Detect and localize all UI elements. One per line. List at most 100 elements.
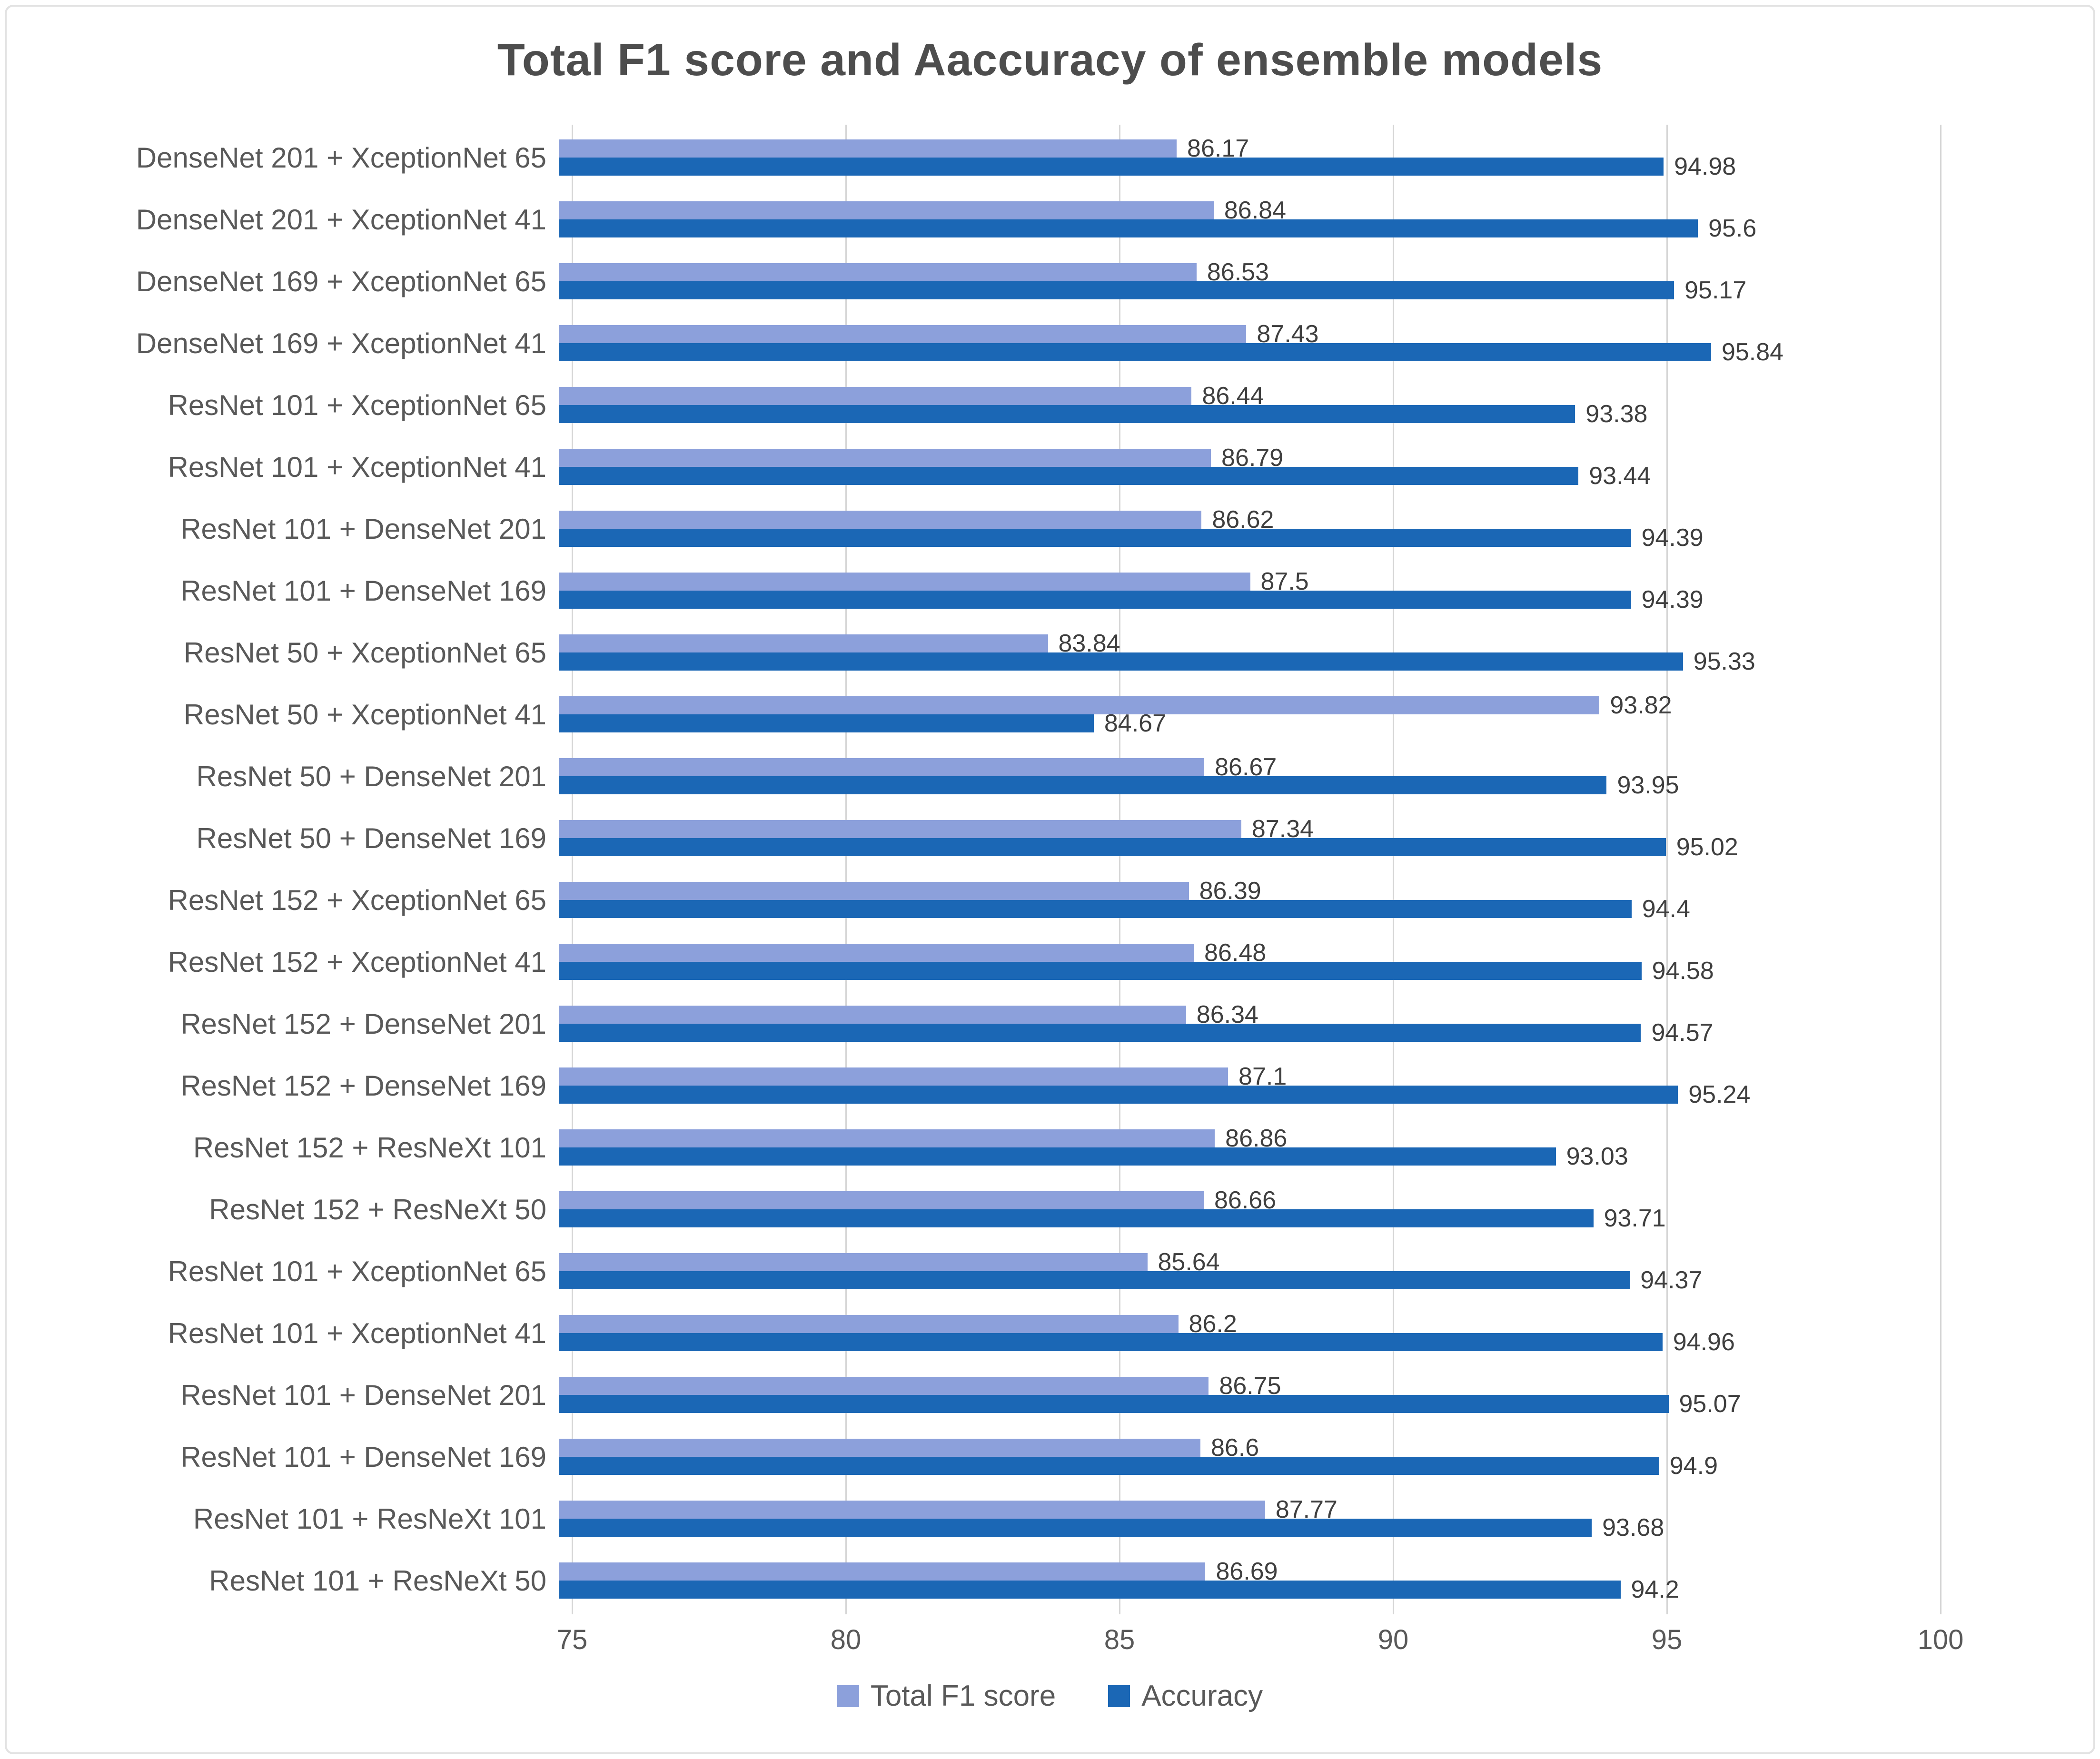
bar-pair: 86.75 95.07 (559, 1364, 1941, 1426)
accuracy-value-label: 93.68 (1602, 1514, 1664, 1542)
category-label: ResNet 50 + DenseNet 169 (196, 822, 546, 854)
category-label: ResNet 101 + XceptionNet 65 (168, 389, 547, 421)
accuracy-bar[interactable]: 93.03 (559, 1143, 1628, 1170)
total-f1-score-bar[interactable]: 86.53 (559, 258, 1269, 286)
accuracy-bar[interactable]: 94.2 (559, 1576, 1679, 1603)
accuracy-bar[interactable]: 93.38 (559, 400, 1647, 428)
total-f1-score-bar[interactable]: 87.1 (559, 1063, 1287, 1090)
legend-item-accuracy[interactable]: Accuracy (1108, 1679, 1263, 1713)
total-f1-score-bar[interactable]: 86.62 (559, 506, 1274, 534)
category-label: ResNet 101 + ResNeXt 50 (209, 1564, 546, 1597)
accuracy-bar[interactable]: 95.6 (559, 215, 1756, 242)
category-label: DenseNet 201 + XceptionNet 41 (136, 203, 546, 236)
accuracy-value-label: 94.2 (1631, 1576, 1679, 1603)
chart-row: ResNet 101 + DenseNet 169 86.6 94.9 (0, 1426, 1941, 1488)
total-f1-score-bar[interactable]: 86.86 (559, 1125, 1287, 1152)
gridline (1940, 125, 1942, 1614)
category-label: ResNet 152 + ResNeXt 101 (193, 1131, 546, 1164)
total-f1-score-bar[interactable]: 86.69 (559, 1558, 1278, 1585)
accuracy-value-label: 94.96 (1673, 1328, 1735, 1356)
total-f1-score-bar[interactable]: 87.34 (559, 815, 1314, 843)
bar-pair: 86.53 95.17 (559, 250, 1941, 312)
bar-pair: 86.48 94.58 (559, 931, 1941, 993)
chart-row: DenseNet 169 + XceptionNet 41 87.43 95.8… (0, 312, 1941, 374)
accuracy-bar[interactable]: 95.33 (559, 648, 1755, 675)
bar-pair: 87.5 94.39 (559, 560, 1941, 622)
total-f1-score-bar[interactable]: 86.75 (559, 1372, 1281, 1400)
bar-pair: 87.1 95.24 (559, 1055, 1941, 1117)
x-tick-label: 90 (1377, 1624, 1409, 1655)
total-f1-score-bar[interactable]: 93.82 (559, 692, 1672, 719)
gridline (845, 125, 847, 1614)
accuracy-bar[interactable]: 94.57 (559, 1019, 1714, 1047)
x-tick-label: 75 (556, 1624, 588, 1655)
bar-pair: 86.62 94.39 (559, 498, 1941, 560)
gridline (1119, 125, 1120, 1614)
x-tick-label: 95 (1651, 1624, 1683, 1655)
accuracy-bar[interactable]: 94.96 (559, 1328, 1735, 1356)
accuracy-bar[interactable]: 93.71 (559, 1205, 1666, 1232)
category-label: ResNet 101 + DenseNet 201 (180, 1379, 546, 1411)
accuracy-bar[interactable]: 95.17 (559, 277, 1746, 304)
accuracy-bar[interactable]: 94.4 (559, 895, 1690, 923)
f1-value-label: 93.82 (1610, 692, 1672, 719)
total-f1-score-bar[interactable]: 87.77 (559, 1496, 1337, 1523)
total-f1-score-bar[interactable]: 86.2 (559, 1310, 1237, 1338)
chart-title: Total F1 score and Aaccuracy of ensemble… (497, 35, 1603, 85)
total-f1-score-bar[interactable]: 87.43 (559, 320, 1319, 348)
gridline (1666, 125, 1668, 1614)
accuracy-bar[interactable]: 93.44 (559, 462, 1651, 490)
category-label: ResNet 152 + DenseNet 201 (180, 1008, 546, 1040)
accuracy-bar[interactable]: 95.24 (559, 1081, 1750, 1108)
gridline (572, 125, 573, 1614)
total-f1-score-bar[interactable]: 85.64 (559, 1248, 1220, 1276)
category-label: ResNet 101 + XceptionNet 65 (168, 1255, 547, 1287)
category-label: ResNet 50 + XceptionNet 41 (183, 698, 546, 731)
accuracy-value-label: 84.67 (1104, 710, 1167, 737)
bar-pair: 87.77 93.68 (559, 1488, 1941, 1550)
total-f1-score-bar[interactable]: 86.34 (559, 1001, 1258, 1028)
category-label: ResNet 152 + DenseNet 169 (180, 1069, 546, 1102)
bar-pair: 86.79 93.44 (559, 436, 1941, 498)
total-f1-score-bar[interactable]: 86.66 (559, 1186, 1276, 1214)
bar-pair: 86.17 94.98 (559, 127, 1941, 188)
total-f1-score-bar[interactable]: 86.79 (559, 444, 1283, 472)
accuracy-bar[interactable]: 95.84 (559, 338, 1783, 366)
total-f1-score-bar[interactable]: 86.84 (559, 197, 1286, 224)
bar-pair: 86.84 95.6 (559, 188, 1941, 250)
bar-pair: 86.67 93.95 (559, 745, 1941, 807)
total-f1-score-bar[interactable]: 86.6 (559, 1434, 1259, 1462)
legend-item-f1[interactable]: Total F1 score (837, 1679, 1056, 1713)
accuracy-bar[interactable]: 94.39 (559, 586, 1704, 613)
accuracy-bar[interactable]: 94.98 (559, 153, 1736, 180)
total-f1-score-bar[interactable]: 86.39 (559, 877, 1261, 905)
accuracy-bar[interactable]: 93.68 (559, 1514, 1664, 1542)
accuracy-bar[interactable]: 94.39 (559, 524, 1704, 552)
total-f1-score-bar[interactable]: 87.5 (559, 568, 1309, 595)
accuracy-bar[interactable]: 84.67 (559, 710, 1166, 737)
category-label: ResNet 152 + XceptionNet 41 (168, 946, 547, 978)
accuracy-bar[interactable]: 95.02 (559, 833, 1738, 861)
chart-row: ResNet 152 + XceptionNet 65 86.39 94.4 (0, 869, 1941, 931)
bar-pair: 87.34 95.02 (559, 807, 1941, 869)
chart-row: ResNet 50 + DenseNet 201 86.67 93.95 (0, 745, 1941, 807)
category-label: ResNet 101 + XceptionNet 41 (168, 1317, 547, 1349)
accuracy-bar[interactable]: 93.95 (559, 771, 1679, 799)
total-f1-score-bar[interactable]: 86.17 (559, 135, 1249, 162)
bar-pair: 83.84 95.33 (559, 622, 1941, 683)
total-f1-score-bar[interactable]: 86.48 (559, 939, 1266, 967)
accuracy-bar[interactable]: 94.9 (559, 1452, 1718, 1480)
chart-row: ResNet 152 + ResNeXt 50 86.66 93.71 (0, 1178, 1941, 1240)
total-f1-score-bar[interactable]: 86.67 (559, 753, 1277, 781)
legend: Total F1 score Accuracy (0, 1679, 2100, 1713)
category-label: ResNet 101 + DenseNet 169 (180, 1441, 546, 1473)
accuracy-bar[interactable]: 95.07 (559, 1390, 1741, 1418)
total-f1-score-bar[interactable]: 86.44 (559, 382, 1264, 410)
total-f1-score-bar[interactable]: 83.84 (559, 630, 1120, 657)
category-label: DenseNet 201 + XceptionNet 65 (136, 141, 546, 174)
accuracy-bar[interactable]: 94.58 (559, 957, 1714, 985)
chart-row: DenseNet 169 + XceptionNet 65 86.53 95.1… (0, 250, 1941, 312)
accuracy-bar[interactable]: 94.37 (559, 1266, 1702, 1294)
plot-gridlines (572, 125, 1942, 1614)
accuracy-value-label: 94.39 (1641, 586, 1704, 613)
